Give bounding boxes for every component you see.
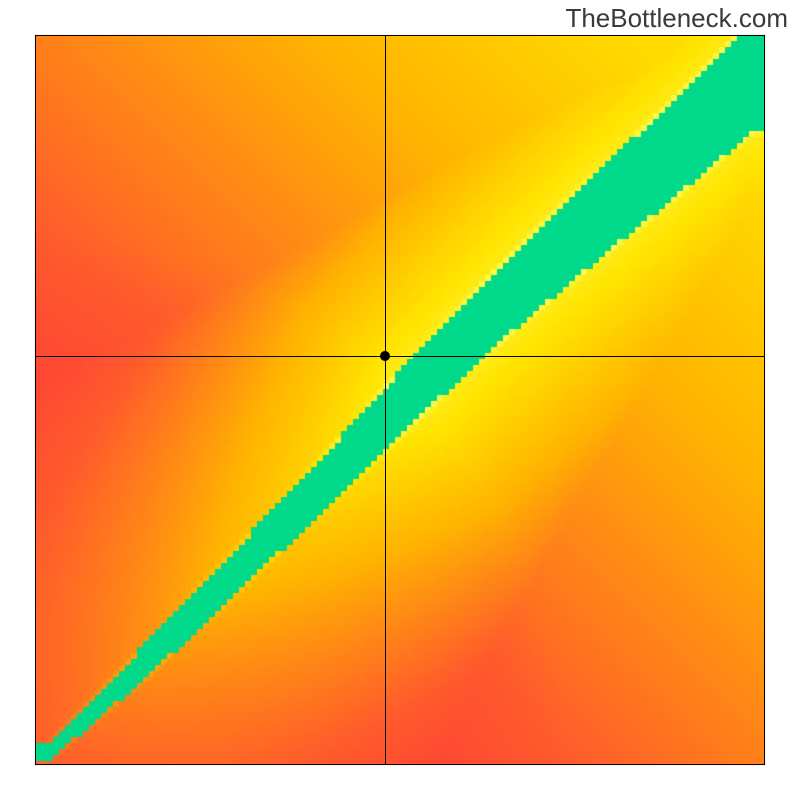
bottleneck-heatmap-canvas	[0, 0, 800, 800]
bottleneck-heatmap-container: TheBottleneck.com	[0, 0, 800, 800]
